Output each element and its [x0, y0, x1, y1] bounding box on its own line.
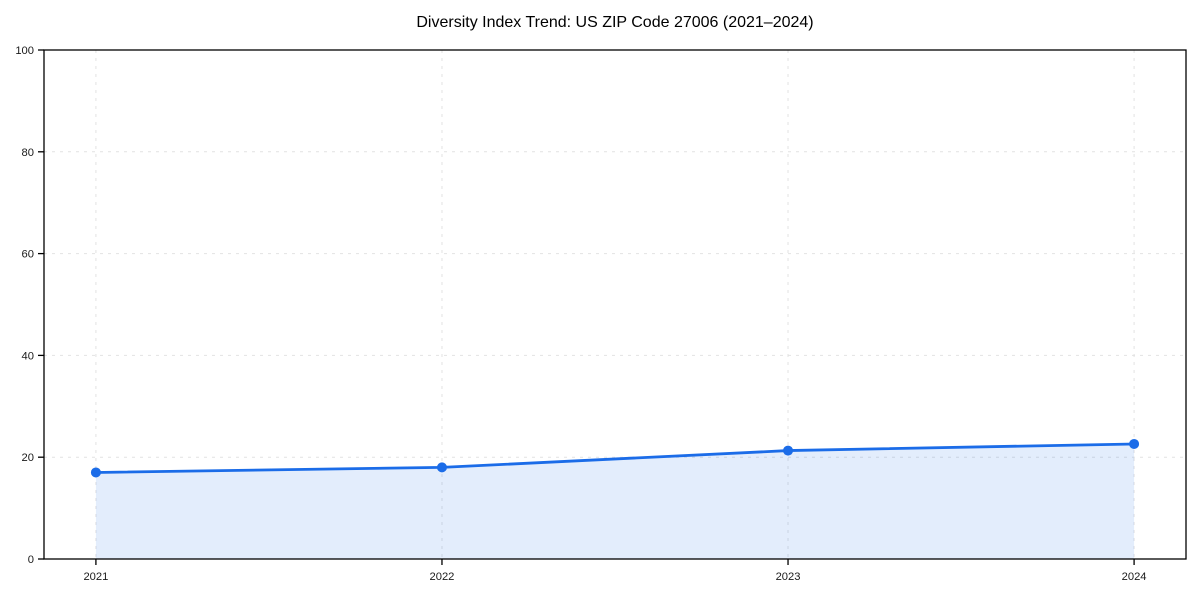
x-tick-label: 2023	[776, 571, 801, 583]
trend-line	[94, 442, 1136, 474]
area-fill	[95, 443, 1135, 559]
data-point-marker	[90, 467, 101, 478]
data-point-marker	[1129, 438, 1140, 449]
plot-border	[43, 49, 1187, 560]
x-tick-label: 2021	[83, 571, 108, 583]
y-tick-label: 100	[15, 45, 34, 57]
x-tick-label: 2024	[1122, 571, 1147, 583]
y-tick-label: 0	[28, 554, 34, 566]
data-point-marker	[783, 445, 794, 456]
x-tick-label: 2022	[430, 571, 455, 583]
data-point-marker	[436, 462, 447, 473]
y-tick-label: 40	[22, 350, 34, 362]
y-tick-label: 80	[22, 147, 34, 159]
chart-title: Diversity Index Trend: US ZIP Code 27006…	[416, 14, 814, 31]
y-tick-label: 60	[22, 249, 34, 261]
y-tick-label: 20	[22, 452, 34, 464]
